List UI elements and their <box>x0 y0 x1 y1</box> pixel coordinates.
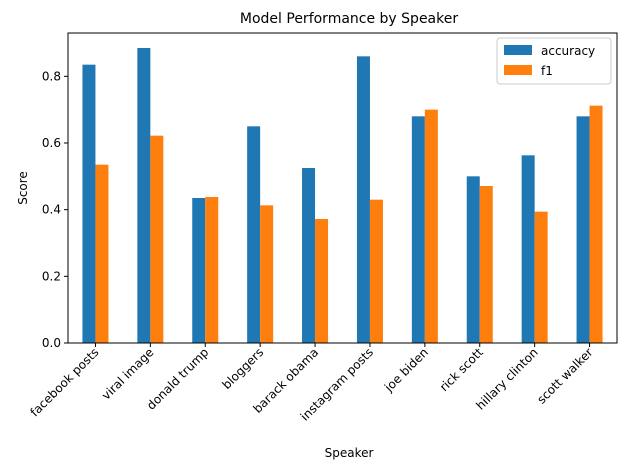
plot-frame <box>67 32 618 344</box>
chart-title: Model Performance by Speaker <box>240 11 458 27</box>
bar-accuracy-7 <box>466 176 480 343</box>
bar-f1-6 <box>424 109 438 344</box>
y-tick-label: 0.2 <box>42 269 61 283</box>
bar-f1-4 <box>315 219 329 343</box>
bar-accuracy-8 <box>521 155 535 343</box>
bar-accuracy-0 <box>82 64 96 344</box>
bar-f1-1 <box>150 135 164 343</box>
bar-accuracy-1 <box>137 48 151 343</box>
bar-f1-5 <box>369 199 383 343</box>
x-tick-label: joe biden <box>381 345 431 395</box>
y-tick-label: 0.8 <box>42 69 61 83</box>
bar-f1-7 <box>479 186 493 343</box>
bar-accuracy-3 <box>247 126 261 343</box>
x-axis-title: Speaker <box>325 446 374 460</box>
y-tick-label: 0.4 <box>42 203 61 217</box>
x-tick-label: scott walker <box>534 345 595 406</box>
x-tick-label: bloggers <box>220 345 267 392</box>
bar-f1-0 <box>95 164 109 343</box>
bar-accuracy-6 <box>411 116 425 343</box>
bar-f1-3 <box>260 205 274 343</box>
bar-accuracy-5 <box>356 56 370 343</box>
x-tick-label: facebook posts <box>27 345 101 419</box>
y-axis-title: Score <box>16 171 30 205</box>
y-tick-label: 0.6 <box>42 136 61 150</box>
bar-accuracy-9 <box>576 116 590 343</box>
legend-label-f1: f1 <box>541 64 553 78</box>
legend-swatch-f1 <box>504 65 532 75</box>
bar-f1-2 <box>205 197 219 343</box>
bar-accuracy-2 <box>192 198 206 343</box>
bar-accuracy-4 <box>302 168 316 343</box>
bar-f1-8 <box>534 211 548 343</box>
legend-swatch-accuracy <box>504 45 532 55</box>
x-tick-label: viral image <box>99 345 156 402</box>
bar-f1-9 <box>589 105 603 344</box>
legend-label-accuracy: accuracy <box>541 44 595 58</box>
y-tick-label: 0.0 <box>42 336 61 350</box>
legend: accuracy f1 <box>496 37 612 85</box>
x-tick-label: rick scott <box>437 345 486 394</box>
